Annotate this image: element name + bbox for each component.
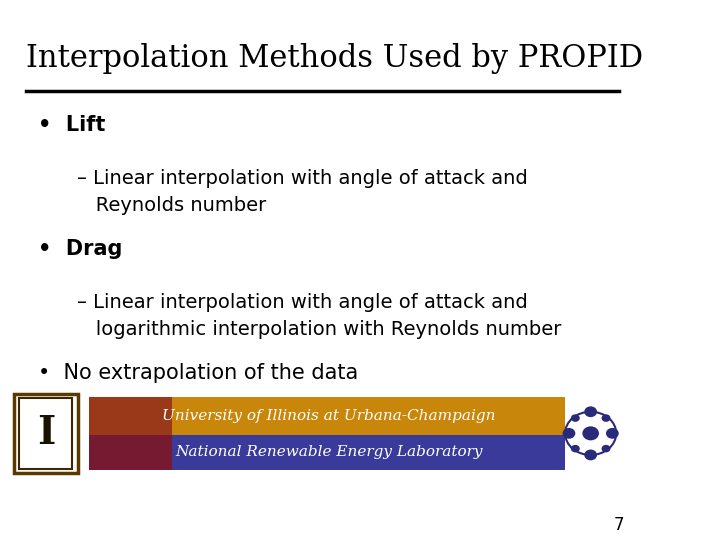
Text: – Linear interpolation with angle of attack and
   Reynolds number: – Linear interpolation with angle of att… — [76, 169, 527, 214]
Bar — [89, 397, 565, 435]
Text: University of Illinois at Urbana-Champaign: University of Illinois at Urbana-Champai… — [162, 409, 495, 423]
Circle shape — [601, 414, 611, 422]
Text: – Linear interpolation with angle of attack and
   logarithmic interpolation wit: – Linear interpolation with angle of att… — [76, 293, 561, 339]
Text: •  Drag: • Drag — [38, 239, 122, 259]
Circle shape — [584, 406, 597, 417]
Text: •  No extrapolation of the data: • No extrapolation of the data — [38, 363, 359, 383]
Circle shape — [571, 414, 580, 422]
Bar — [89, 435, 172, 470]
Bar — [19, 398, 72, 469]
Text: National Renewable Energy Laboratory: National Renewable Energy Laboratory — [175, 446, 482, 459]
Circle shape — [601, 445, 611, 453]
Circle shape — [582, 427, 599, 441]
Bar — [89, 435, 565, 470]
Circle shape — [584, 449, 597, 460]
Text: Interpolation Methods Used by PROPID: Interpolation Methods Used by PROPID — [25, 43, 643, 74]
Text: I: I — [37, 414, 55, 453]
Circle shape — [571, 445, 580, 453]
Text: 7: 7 — [614, 516, 624, 534]
Circle shape — [606, 428, 618, 438]
Text: •  Lift: • Lift — [38, 115, 106, 135]
Bar — [14, 394, 78, 472]
Circle shape — [562, 428, 575, 438]
Bar — [89, 397, 172, 435]
